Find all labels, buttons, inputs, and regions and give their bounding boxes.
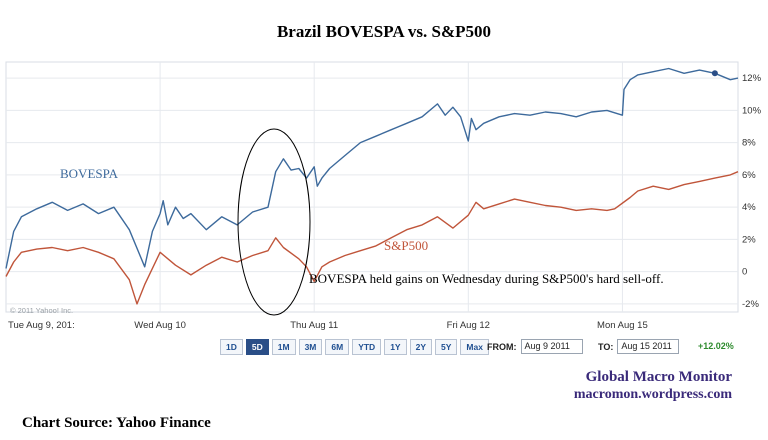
from-date-input[interactable]: Aug 9 2011 <box>520 339 583 354</box>
x-tick-label: Tue Aug 9, 201: <box>8 320 75 331</box>
change-value: +12.02% <box>698 341 734 351</box>
x-tick-label: Wed Aug 10 <box>134 320 186 331</box>
range-button-max[interactable]: Max <box>460 339 489 355</box>
brand-url: macromon.wordpress.com <box>573 387 732 402</box>
chart-title: Brazil BOVESPA vs. S&P500 <box>276 22 492 41</box>
copyright-text: © 2011 Yahoo! Inc. <box>10 306 73 315</box>
range-button-5d[interactable]: 5D <box>245 339 269 355</box>
range-button-3m[interactable]: 3M <box>298 339 323 355</box>
y-tick-label: 0 <box>742 267 747 278</box>
series-layer <box>5 67 739 305</box>
series-line-sp500 <box>5 171 739 305</box>
range-button-1d[interactable]: 1D <box>220 339 243 355</box>
highlight-ellipse <box>237 128 311 316</box>
series-label-sp500: S&P500 <box>384 238 428 253</box>
y-tick-label: 4% <box>742 202 756 213</box>
annotation-text: BOVESPA held gains on Wednesday during S… <box>309 271 664 286</box>
range-button-ytd[interactable]: YTD <box>352 339 382 355</box>
plot-frame <box>5 61 739 313</box>
range-button-1y[interactable]: 1Y <box>384 339 407 355</box>
y-tick-label: 2% <box>742 234 756 245</box>
from-label: FROM: <box>487 341 517 352</box>
label-layer: 12% 10% 8% 6% 4% 2% 0 -2% Tue Aug 9, 201: Wed Aug… <box>8 73 762 331</box>
range-button-2y[interactable]: 2Y <box>409 339 432 355</box>
grid-layer <box>5 61 739 313</box>
y-tick-label: -2% <box>742 299 759 310</box>
bovespa-marker <box>711 70 718 77</box>
x-tick-label: Fri Aug 12 <box>447 320 490 331</box>
from-control: FROM: Aug 9 2011 <box>487 339 583 354</box>
chart-source: Chart Source: Yahoo Finance <box>22 415 211 431</box>
series-line-bovespa <box>5 67 739 269</box>
to-control: TO: Aug 15 2011 <box>598 339 680 354</box>
to-label: TO: <box>598 341 614 352</box>
range-button-bar: 1D 5D 1M 3M 6M YTD 1Y 2Y 5Y Max <box>220 339 489 355</box>
range-button-6m[interactable]: 6M <box>325 339 350 355</box>
y-tick-label: 12% <box>742 73 762 84</box>
x-tick-label: Thu Aug 11 <box>290 320 338 331</box>
brand-name: Global Macro Monitor <box>585 369 732 385</box>
range-button-1m[interactable]: 1M <box>271 339 296 355</box>
series-label-bovespa: BOVESPA <box>60 166 119 181</box>
y-tick-label: 6% <box>742 170 756 181</box>
branding: Global Macro Monitor macromon.wordpress.… <box>574 369 732 403</box>
y-tick-label: 10% <box>742 105 762 116</box>
to-date-input[interactable]: Aug 15 2011 <box>617 339 680 354</box>
range-button-5y[interactable]: 5Y <box>435 339 458 355</box>
x-tick-label: Mon Aug 15 <box>597 320 648 331</box>
y-tick-label: 8% <box>742 138 756 149</box>
